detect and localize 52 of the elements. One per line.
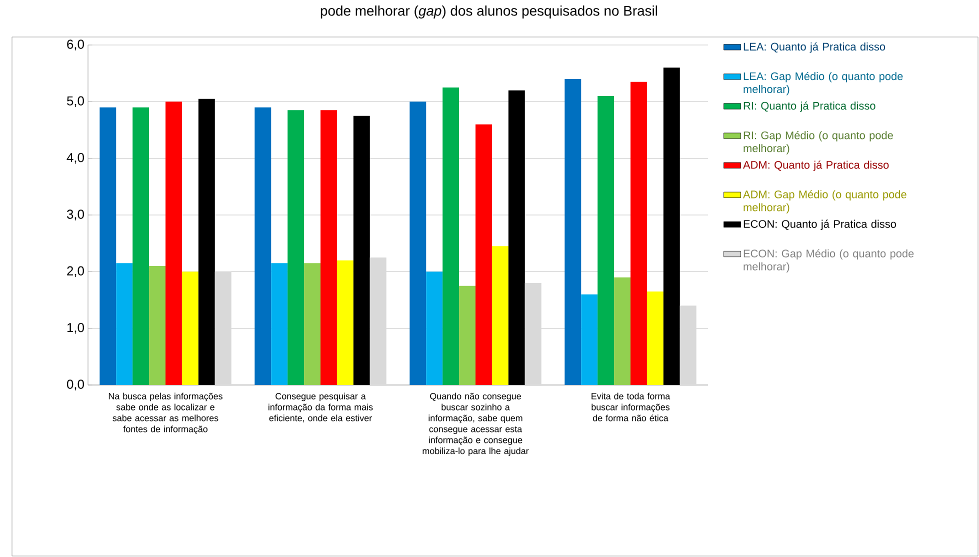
bar (426, 272, 443, 385)
bar (304, 263, 321, 385)
bar (100, 107, 116, 385)
bar (132, 107, 150, 385)
bar (149, 266, 166, 385)
bar (459, 286, 476, 385)
x-tick-label: Consegue pesquisar a informação da forma mais eficiente, onde ela estiver (268, 392, 373, 422)
bar (370, 257, 386, 385)
bar (442, 87, 460, 385)
y-tick-label: 5,0 (66, 96, 84, 108)
y-tick-label: 2,0 (67, 266, 84, 278)
legend-label: RI: Gap Médio (o quanto pode melhorar) (744, 131, 893, 154)
chart-title: pode melhorar (gap) dos alunos pesquisados no Brasil (320, 6, 658, 19)
bar (336, 260, 354, 385)
bar (410, 102, 426, 385)
x-tick-label: Na busca pelas informações sabe onde as localizar e sabe acessar as melhores fontes de informação (108, 392, 222, 434)
bar (353, 116, 370, 385)
bar (581, 294, 598, 385)
legend-label: LEA: Quanto já Pratica disso (744, 42, 886, 53)
bar (663, 68, 680, 385)
legend-label: LEA: Gap Médio (o quanto pode melhorar) (744, 72, 903, 96)
bar (598, 96, 614, 385)
legend-label: ADM: Quanto já Pratica disso (743, 160, 889, 171)
bar (646, 291, 664, 385)
y-tick-label: 3,0 (66, 210, 84, 220)
bar (214, 272, 232, 385)
bar (564, 78, 582, 385)
y-tick-label: 6,0 (67, 40, 84, 50)
legend-label: RI: Quanto já Pratica disso (744, 101, 876, 112)
bar (508, 90, 525, 385)
bar (182, 272, 198, 385)
y-tick-label: 0,0 (66, 380, 84, 390)
y-tick-label: 4,0 (66, 152, 84, 164)
legend-label: ECON: Gap Médio (o quanto pode melhorar) (744, 249, 914, 273)
bar (271, 263, 288, 385)
bar (116, 263, 133, 385)
bar (166, 102, 182, 385)
bar (524, 282, 542, 385)
bar (198, 98, 215, 385)
bar (288, 110, 304, 385)
x-tick-label: Quando não consegue buscar sozinho a informação, sabe quem consegue acessar esta informação e consegue mobiliza-lo para lhe ajudar (422, 392, 529, 456)
bar (680, 306, 696, 385)
x-tick-label: Evita de toda forma buscar informações de forma não ética (592, 392, 670, 422)
legend-label: ECON: Quanto já Pratica disso (744, 220, 896, 230)
y-tick-label: 1,0 (67, 322, 84, 334)
bar (254, 107, 272, 385)
bar (614, 277, 631, 385)
bar (476, 124, 492, 385)
bar (630, 82, 647, 385)
bar (492, 246, 508, 385)
legend-label: ADM: Gap Médio (o quanto pode melhorar) (743, 190, 906, 214)
bar (320, 110, 337, 385)
